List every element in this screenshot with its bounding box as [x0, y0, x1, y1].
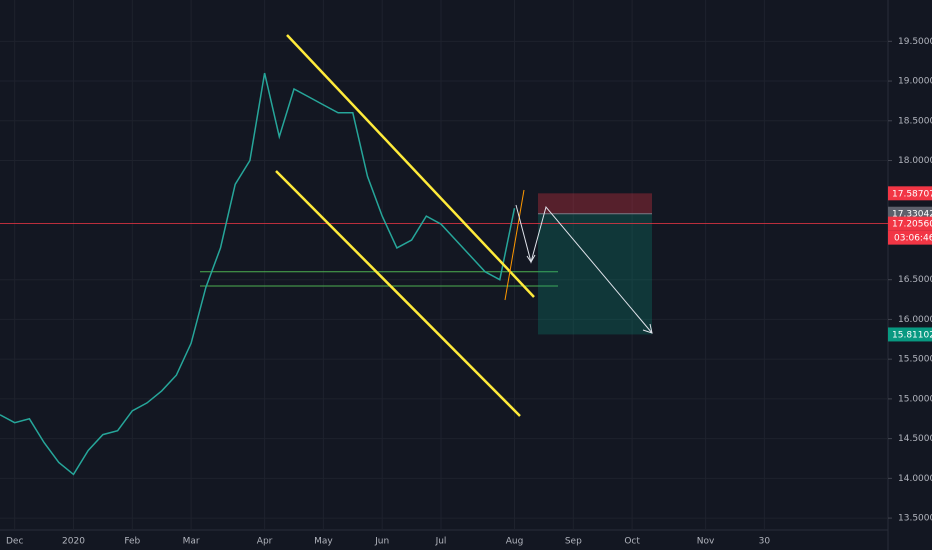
y-tick-label: 15.50000 [898, 355, 932, 365]
drawings [275, 34, 653, 417]
x-tick-label: Apr [257, 537, 273, 547]
position-stop [538, 193, 652, 214]
price-tag-label: 17.33042 [892, 210, 932, 220]
y-tick-label: 16.50000 [898, 275, 932, 285]
x-tick-label: May [314, 537, 333, 547]
x-tick-label: Feb [124, 537, 140, 547]
price-series [0, 72, 516, 476]
x-tick-label: Dec [6, 537, 23, 547]
x-tick-label: 30 [759, 537, 771, 547]
y-tick-label: 14.00000 [898, 474, 932, 484]
x-tick-label: Jun [374, 537, 389, 547]
price-tag [888, 327, 932, 342]
y-tick-label: 16.00000 [898, 315, 932, 325]
y-tick-label: 18.50000 [898, 116, 932, 126]
x-tick-label: Nov [697, 537, 715, 547]
price-tag [888, 216, 932, 231]
x-tick-label: Oct [624, 537, 640, 547]
x-tick-label: Mar [183, 537, 200, 547]
arrow-head [526, 254, 536, 263]
arrow-head [642, 323, 653, 334]
price-tag-label: 17.20560 [892, 220, 932, 230]
x-tick-label: Aug [506, 537, 524, 547]
trend-line [504, 189, 525, 301]
y-tick-label: 15.00000 [898, 394, 932, 404]
y-tick-label: 18.00000 [898, 156, 932, 166]
price-tag-label: 15.81102 [892, 330, 932, 340]
position-target [538, 213, 652, 335]
y-tick-label: 19.00000 [898, 77, 932, 87]
price-tag [888, 186, 932, 201]
x-tick-label: 2020 [62, 537, 85, 547]
y-tick-label: 19.50000 [898, 37, 932, 47]
projection-path [515, 204, 653, 334]
y-tick-label: 14.50000 [898, 434, 932, 444]
channel-upper [286, 34, 535, 298]
channel-lower [275, 170, 521, 417]
x-tick-label: Jul [435, 537, 447, 547]
y-tick-label: 13.50000 [898, 514, 932, 524]
countdown: 03:06:46 [894, 234, 932, 244]
countdown-tag [888, 230, 932, 245]
x-tick-label: Sep [565, 537, 582, 547]
price-tag-label: 17.58707 [892, 189, 932, 199]
